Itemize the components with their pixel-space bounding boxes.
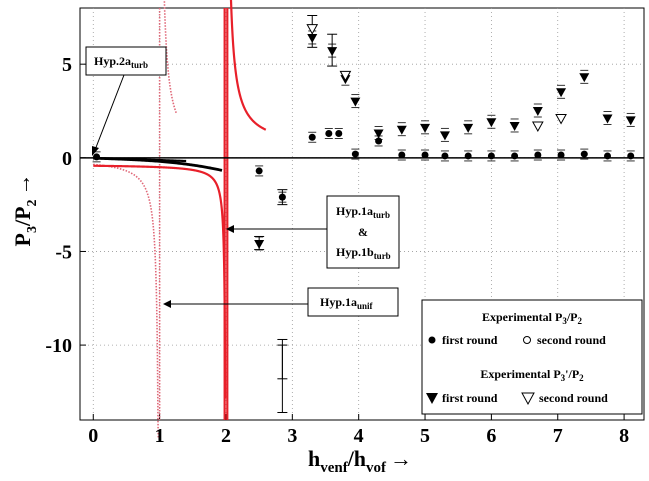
data-point-p3prime-second: [339, 70, 352, 82]
error-bars: [254, 14, 338, 414]
data-point-p3prime-first: [350, 97, 361, 107]
plot-frame: [79, 7, 645, 421]
x-tick-label: 8: [619, 425, 629, 447]
data-point-p3prime-first: [486, 118, 497, 128]
open-circle-icon: [523, 336, 531, 344]
data-point-p3-first: [557, 151, 565, 159]
x-tick-label: 4: [354, 425, 364, 447]
annotation-text: Hyp.2aturb: [94, 54, 148, 70]
data-point-p3-first: [464, 152, 472, 160]
data-point-p3-first: [421, 151, 429, 159]
data-point-p3prime-first: [327, 47, 338, 57]
data-point-p3-first: [335, 129, 343, 137]
x-tick-label: 7: [553, 425, 563, 447]
annotation-hyp1a-hyp1b-turb: Hyp.1aturb & Hyp.1bturb: [226, 195, 400, 269]
arrowhead-icon: [226, 225, 234, 233]
x-tick-label: 5: [420, 425, 430, 447]
y-tick-label: 0: [62, 148, 72, 170]
curve-hyp1a-unif: [93, 163, 160, 440]
annotation-text: &: [358, 225, 368, 239]
data-point-p3-first: [511, 152, 519, 160]
annotation-box: [307, 287, 399, 317]
data-point-p3-first: [534, 151, 542, 159]
data-point-p3-first: [255, 167, 263, 175]
arrowhead-icon: [163, 300, 171, 308]
legend-title-p3-prime: Experimental P3'/P2: [480, 367, 584, 383]
legend-second-round: second round: [537, 333, 606, 347]
y-tick-label: -5: [55, 241, 72, 263]
legend-first-round: first round: [442, 333, 498, 347]
x-axis-label: hvenf/hvof →: [308, 446, 412, 476]
data-point-p3prime-first: [625, 116, 636, 126]
data-point-p3-first: [351, 150, 359, 158]
data-point-p3prime-first: [509, 121, 520, 131]
annotation-text: Hyp.1aunif: [320, 295, 374, 311]
annotation-box: [85, 46, 167, 76]
data-point-p3-first: [604, 152, 612, 160]
data-point-p3prime-first: [420, 123, 431, 133]
annotation-text: Hyp.1bturb: [336, 245, 391, 261]
arrowhead-icon: [92, 146, 99, 156]
data-point-p3-first: [325, 129, 333, 137]
x-tick-label: 1: [155, 425, 165, 447]
data-point-p3-first: [580, 150, 588, 158]
data-point-p3-first: [627, 152, 635, 160]
annotation-hyp1a-unif: Hyp.1aunif: [163, 287, 399, 317]
hypothesis-curves: [93, 0, 267, 440]
tick-labels: 0 1 2 3 4 5 6 7 8 5 0 -5 -10: [45, 54, 629, 447]
data-point-p3prime-first: [307, 33, 318, 43]
x-tick-label: 3: [287, 425, 297, 447]
data-point-p3prime-first: [579, 73, 590, 83]
annotation-arrow: [94, 74, 125, 151]
curve-hyp1-turb: [93, 164, 227, 399]
data-point-p3prime-first: [373, 129, 384, 139]
data-point-p3prime-first: [254, 239, 265, 249]
annotation-text: Hyp.1aturb: [336, 204, 390, 220]
y-tick-label: 5: [62, 54, 72, 76]
data-point-p3-first: [308, 133, 316, 141]
data-point-p3-first: [398, 151, 406, 159]
x-tick-label: 6: [486, 425, 496, 447]
annotation-box: [326, 195, 400, 269]
annotation-hyp2a-turb: Hyp.2aturb: [85, 46, 167, 156]
data-point-p3-first: [441, 152, 449, 160]
data-point-p3prime-second: [306, 24, 319, 35]
data-point-p3prime-first: [602, 114, 613, 124]
legend-first-round: first round: [442, 391, 498, 405]
curve-hyp1-turb: [229, 0, 267, 131]
data-point-p3prime-first: [396, 125, 407, 135]
legend-title-p3: Experimental P3/P2: [482, 310, 583, 326]
x-tick-label: 0: [88, 425, 98, 447]
data-points: [92, 24, 636, 251]
x-tick-label: 2: [221, 425, 231, 447]
curve-hyp1a-unif: [163, 0, 177, 114]
data-point-p3prime-first: [556, 88, 567, 98]
data-point-p3-first: [93, 153, 101, 161]
data-point-p3-first: [278, 193, 286, 201]
data-point-p3-first: [487, 152, 495, 160]
filled-triangle-icon: [426, 393, 438, 404]
data-point-p3prime-first: [532, 107, 543, 116]
y-axis-label: P3/P2→: [10, 173, 40, 246]
data-point-p3-first: [375, 137, 383, 145]
data-point-p3prime-second: [555, 113, 567, 125]
data-point-p3prime-first: [439, 131, 450, 141]
y-tick-label: -10: [45, 335, 72, 357]
legend-second-round: second round: [539, 391, 608, 405]
filled-circle-icon: [428, 336, 436, 344]
grid-lines: [80, 8, 644, 420]
data-point-p3prime-second: [531, 121, 544, 133]
legend: Experimental P3/P2 first round second ro…: [421, 299, 643, 415]
open-triangle-icon: [521, 392, 535, 406]
data-point-p3prime-first: [463, 123, 474, 133]
